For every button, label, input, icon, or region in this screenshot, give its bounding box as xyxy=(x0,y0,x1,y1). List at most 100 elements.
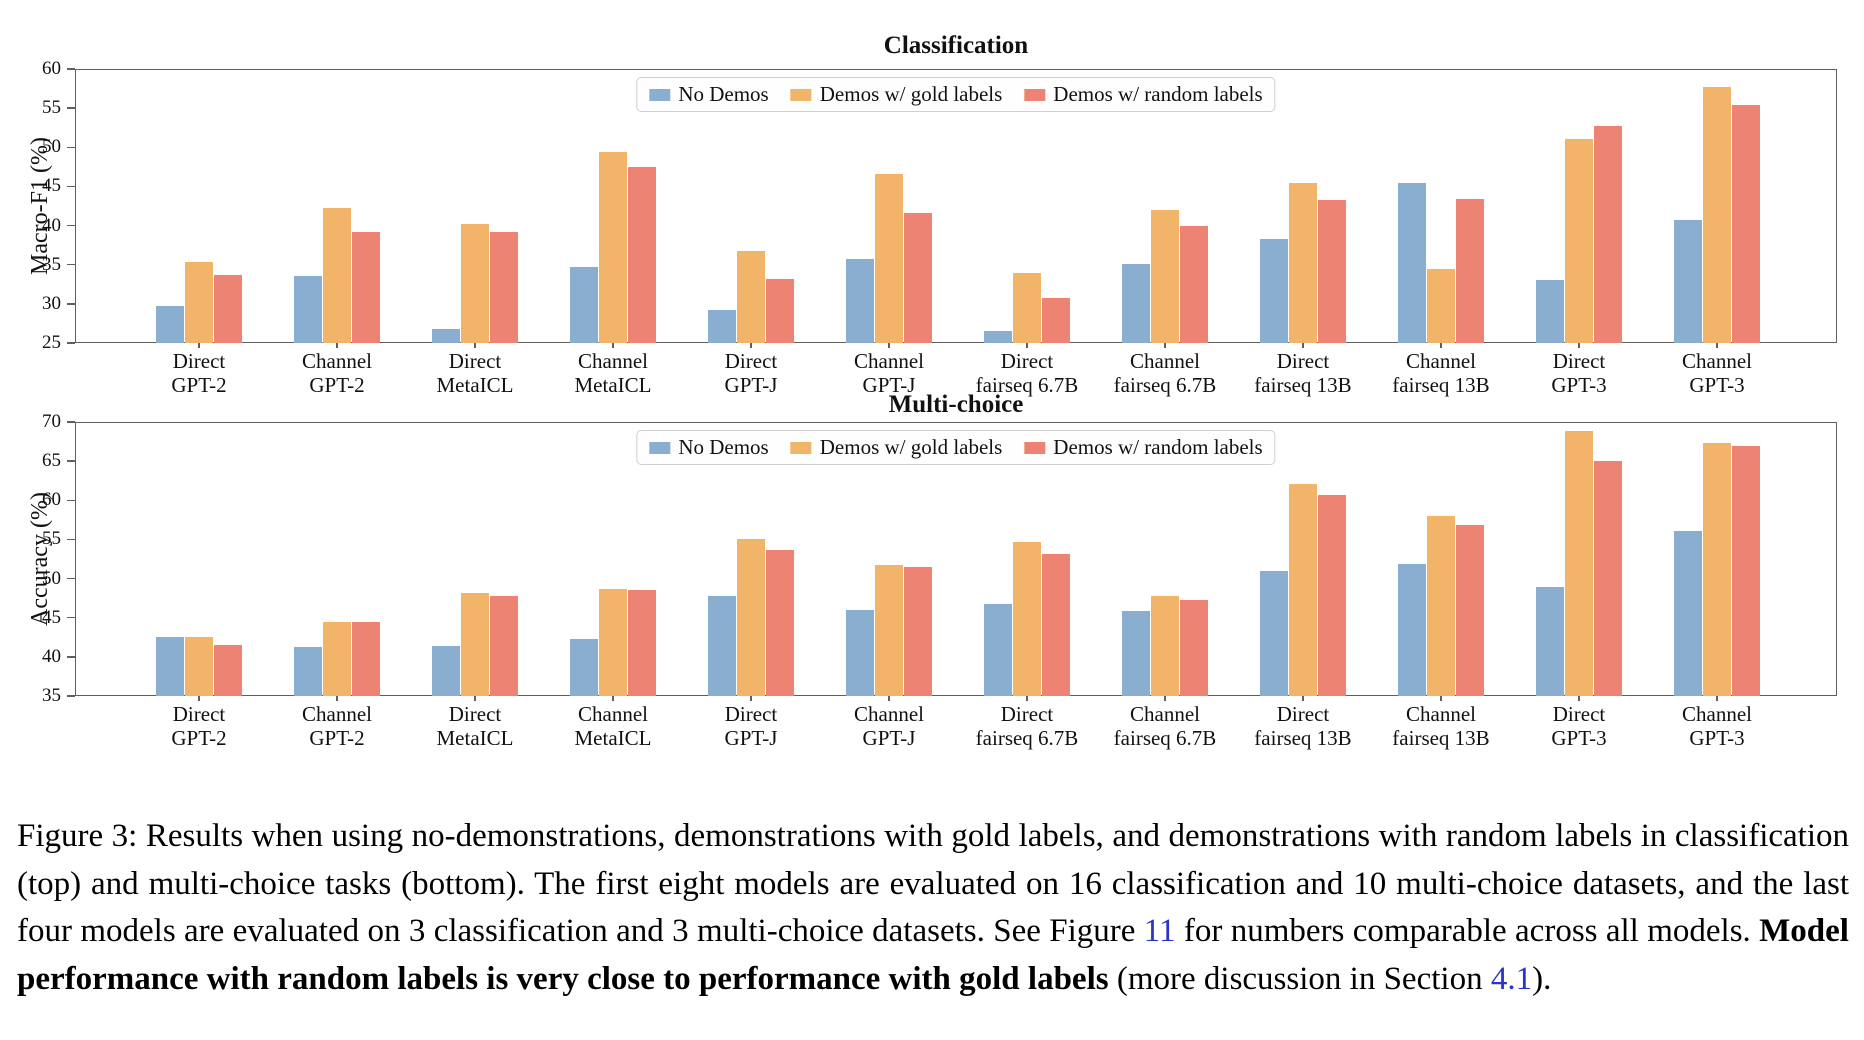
legend-swatch-random-labels xyxy=(1024,88,1046,101)
y-tick-label: 45 xyxy=(42,175,61,197)
x-tick-label-line1: Direct xyxy=(1552,702,1606,726)
x-tick-label-line2: GPT-J xyxy=(724,726,778,750)
x-tick-mark xyxy=(888,696,890,701)
x-tick-label-line1: Channel xyxy=(302,349,372,373)
x-tick-mark xyxy=(1164,343,1166,348)
bar-random-labels xyxy=(214,645,242,696)
bar-random-labels xyxy=(628,166,656,343)
x-tick-mark xyxy=(1578,343,1580,348)
legend-label: Demos w/ gold labels xyxy=(819,82,1003,106)
x-tick-label: Direct GPT-J xyxy=(661,702,841,750)
x-tick-label-line2: GPT-3 xyxy=(1689,373,1745,397)
y-tick-mark xyxy=(67,656,75,658)
bar-gold-labels xyxy=(1565,431,1593,696)
caption-text: Figure 3: Results when using no-demonstr… xyxy=(17,818,1849,949)
x-tick-label-line2: GPT-2 xyxy=(171,726,227,750)
bar-no-demos xyxy=(846,259,874,343)
bar-random-labels xyxy=(904,566,932,696)
figure-caption: Figure 3: Results when using no-demonstr… xyxy=(17,813,1849,1003)
legend-item: Demos w/ gold labels xyxy=(790,82,1003,107)
x-tick-label-line2: GPT-J xyxy=(724,373,778,397)
y-tick-mark xyxy=(67,460,75,462)
legend-item: No Demos xyxy=(649,82,769,107)
chart-title: Multi-choice xyxy=(888,391,1024,418)
x-tick-label-line1: Direct xyxy=(1276,702,1330,726)
y-tick-label: 65 xyxy=(42,450,61,472)
x-tick-mark xyxy=(198,343,200,348)
legend-label: Demos w/ random labels xyxy=(1053,435,1263,459)
bar-no-demos xyxy=(432,645,460,696)
x-tick-label: Channel GPT-3 xyxy=(1627,702,1807,750)
x-tick-label: Channel fairseq 13B xyxy=(1351,349,1531,397)
y-tick-label: 30 xyxy=(42,292,61,314)
bar-no-demos xyxy=(1398,182,1426,343)
y-tick-mark xyxy=(67,499,75,502)
bar-gold-labels xyxy=(1151,595,1179,696)
bar-random-labels xyxy=(1594,461,1622,696)
x-tick-label-line1: Direct xyxy=(1000,702,1054,726)
bar-no-demos xyxy=(1260,238,1288,343)
bar-no-demos xyxy=(1398,564,1426,696)
x-tick-label-line2: fairseq 6.7B xyxy=(975,373,1079,397)
x-tick-mark xyxy=(750,343,752,348)
y-tick-label: 70 xyxy=(42,411,61,432)
x-tick-label: Direct GPT-J xyxy=(661,349,841,397)
y-tick-mark xyxy=(67,616,75,619)
y-tick-label: 55 xyxy=(42,528,61,550)
x-tick-label-line1: Direct xyxy=(448,349,502,373)
y-tick-label: 50 xyxy=(42,136,61,158)
y-tick-mark xyxy=(67,695,75,697)
bar-no-demos xyxy=(1674,220,1702,343)
bar-no-demos xyxy=(1122,263,1150,343)
x-tick-label-line2: fairseq 6.7B xyxy=(1113,373,1217,397)
x-tick-label-line2: fairseq 13B xyxy=(1392,373,1490,397)
section-4-1-link[interactable]: 4.1 xyxy=(1490,960,1533,997)
bar-gold-labels xyxy=(1427,515,1455,696)
legend-label: No Demos xyxy=(678,82,769,106)
x-tick-label-line1: Channel xyxy=(1406,702,1476,726)
bar-random-labels xyxy=(1318,199,1346,343)
y-tick-mark xyxy=(67,538,75,541)
x-tick-label-line1: Direct xyxy=(724,349,778,373)
legend-item: No Demos xyxy=(649,435,769,460)
bar-no-demos xyxy=(1536,587,1564,696)
bar-random-labels xyxy=(1180,225,1208,343)
bar-gold-labels xyxy=(737,538,765,696)
bar-no-demos xyxy=(1674,530,1702,696)
x-tick-mark xyxy=(474,696,476,701)
x-tick-mark xyxy=(1440,696,1442,701)
x-tick-label-line2: GPT-3 xyxy=(1551,726,1607,750)
x-tick-label: Channel GPT-2 xyxy=(247,349,427,397)
bar-gold-labels xyxy=(1703,87,1731,343)
bar-random-labels xyxy=(1180,600,1208,696)
x-tick-label-line2: MetaICL xyxy=(436,373,514,397)
x-tick-label-line2: GPT-J xyxy=(862,373,916,397)
x-tick-label-line2: GPT-3 xyxy=(1551,373,1607,397)
legend-label: Demos w/ gold labels xyxy=(819,435,1003,459)
y-tick-mark xyxy=(67,577,75,580)
y-tick-label: 50 xyxy=(42,567,61,589)
bar-random-labels xyxy=(1318,494,1346,696)
x-tick-mark xyxy=(336,696,338,701)
x-tick-label: Channel fairseq 6.7B xyxy=(1075,349,1255,397)
bar-gold-labels xyxy=(323,208,351,343)
x-tick-mark xyxy=(1716,696,1718,701)
y-tick-label: 40 xyxy=(42,645,61,667)
bar-gold-labels xyxy=(1013,541,1041,696)
x-tick-label: Channel fairseq 13B xyxy=(1351,702,1531,750)
x-tick-mark xyxy=(750,696,752,701)
bar-no-demos xyxy=(1122,611,1150,696)
y-tick-mark xyxy=(67,263,75,266)
legend-item: Demos w/ gold labels xyxy=(790,435,1003,460)
caption-text: ). xyxy=(1532,960,1552,997)
x-tick-label-line1: Channel xyxy=(1682,349,1752,373)
y-tick-label: 35 xyxy=(42,253,61,275)
x-tick-label-line1: Channel xyxy=(1130,349,1200,373)
figure-11-link[interactable]: 11 xyxy=(1143,913,1176,949)
bar-random-labels xyxy=(214,274,242,343)
x-tick-mark xyxy=(1164,696,1166,701)
bar-gold-labels xyxy=(875,565,903,696)
y-tick-label: 55 xyxy=(42,97,61,119)
bar-random-labels xyxy=(1456,198,1484,343)
